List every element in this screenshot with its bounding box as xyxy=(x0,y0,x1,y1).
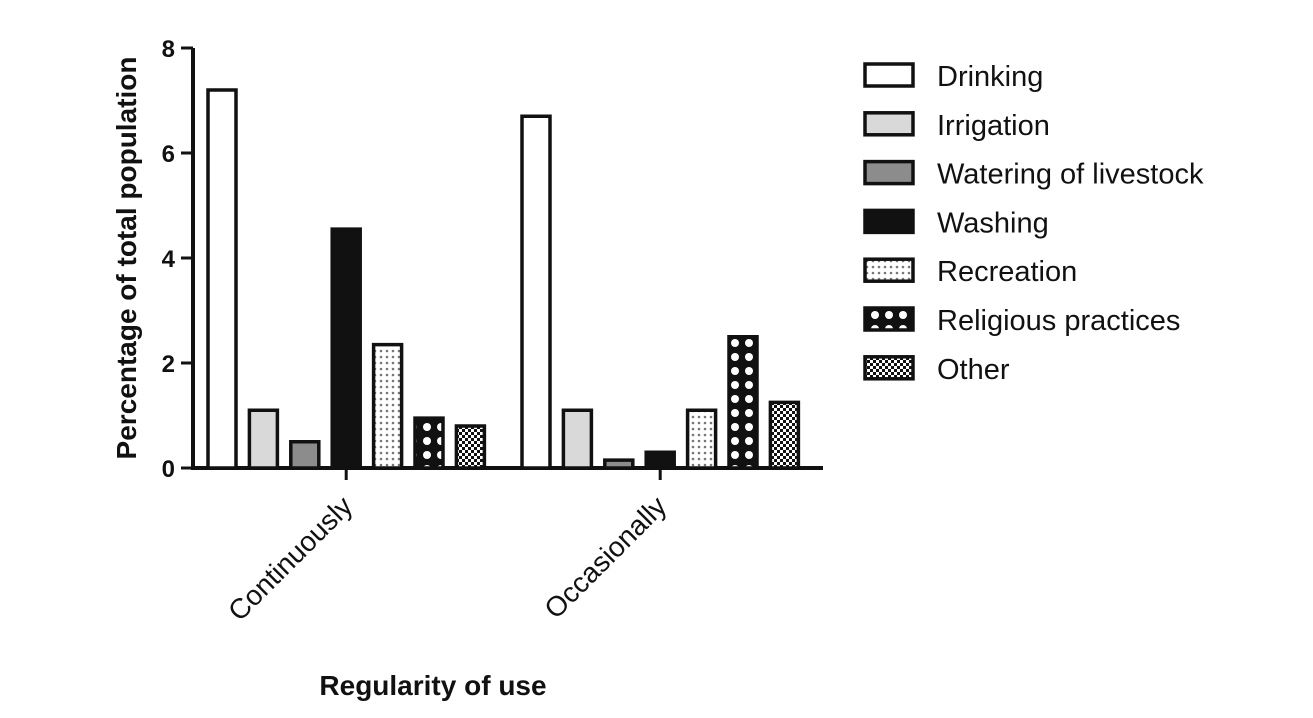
x-tick-label-occasionally: Occasionally xyxy=(538,490,672,624)
legend-swatch-watering-of-livestock xyxy=(863,159,915,186)
bar-continuously-irrigation xyxy=(247,408,280,470)
bar-occasionally-watering-of-livestock xyxy=(603,458,635,470)
bars xyxy=(206,88,801,470)
legend-swatch-recreation xyxy=(863,257,915,283)
y-axis-title: Percentage of total population xyxy=(111,57,142,460)
legend-swatch-religious-practices xyxy=(863,306,915,332)
y-tick-label: 2 xyxy=(162,351,175,378)
legend-label-watering-of-livestock: Watering of livestock xyxy=(937,159,1204,191)
legend-label-washing: Washing xyxy=(937,207,1049,239)
bar-continuously-religious-practices xyxy=(413,416,445,470)
bar-occasionally-religious-practices xyxy=(727,335,759,470)
y-tick-label: 0 xyxy=(162,456,175,483)
bar-continuously-washing xyxy=(330,227,362,470)
legend-swatch-other xyxy=(863,355,915,381)
x-axis-title: Regularity of use xyxy=(319,670,546,701)
y-tick-label: 4 xyxy=(162,246,176,273)
x-tick-label-continuously: Continuously xyxy=(222,490,358,626)
legend-label-irrigation: Irrigation xyxy=(937,110,1050,142)
bar-occasionally-washing xyxy=(644,450,676,470)
legend-label-drinking: Drinking xyxy=(937,61,1043,93)
bar-occasionally-drinking xyxy=(520,114,552,470)
legend-label-religious-practices: Religious practices xyxy=(937,305,1180,337)
legend-swatch-washing xyxy=(863,208,915,235)
bar-continuously-watering-of-livestock xyxy=(289,440,321,470)
legend-swatch-irrigation xyxy=(863,111,915,137)
y-tick-label: 6 xyxy=(162,141,175,168)
legend-label-recreation: Recreation xyxy=(937,256,1077,288)
bar-occasionally-other xyxy=(768,400,801,470)
bar-occasionally-recreation xyxy=(685,408,718,470)
bar-occasionally-irrigation xyxy=(561,408,594,470)
legend: Drinking Irrigation Watering of livestock W… xyxy=(863,61,1204,386)
y-tick-label: 8 xyxy=(162,36,175,63)
bar-continuously-recreation xyxy=(371,342,404,470)
bar-continuously-drinking xyxy=(206,88,238,470)
legend-swatch-drinking xyxy=(863,62,915,88)
bar-continuously-other xyxy=(454,424,487,470)
legend-label-other: Other xyxy=(937,354,1010,386)
